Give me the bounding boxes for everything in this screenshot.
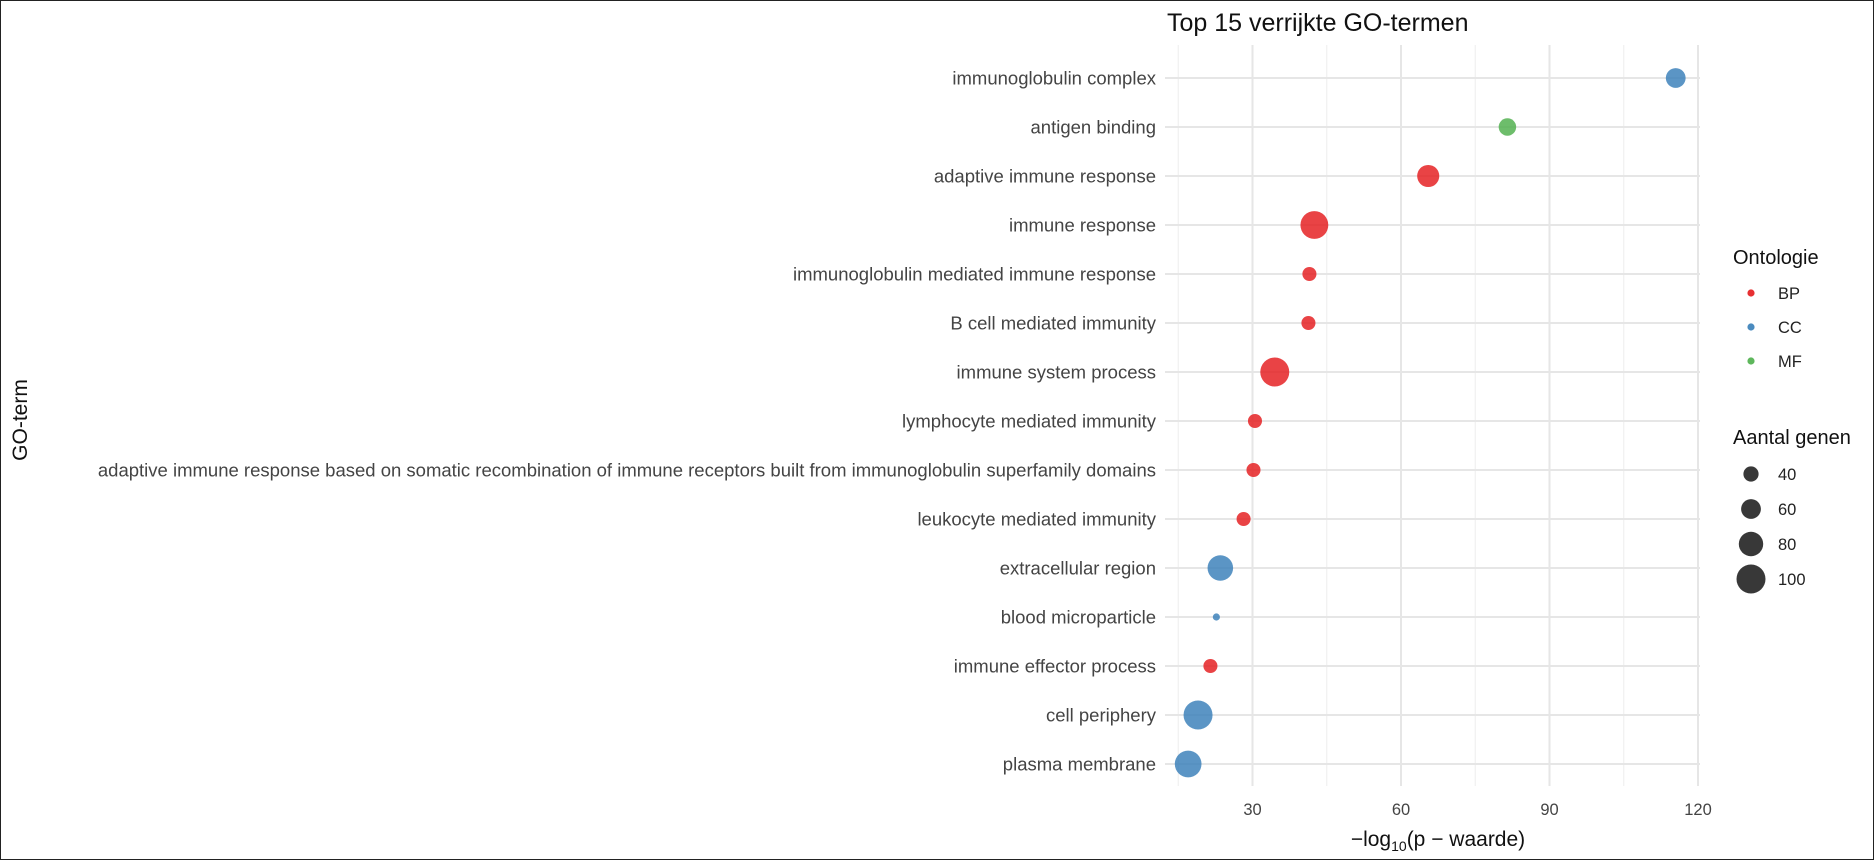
- legend-label: 80: [1778, 536, 1796, 554]
- point-cc: [1174, 750, 1202, 778]
- legend-ontology-title: Ontologie: [1733, 247, 1819, 269]
- legend-size-key: [1741, 499, 1761, 519]
- y-tick-label: adaptive immune response based on somati…: [98, 460, 1156, 481]
- x-axis-title-prefix: −log: [1351, 828, 1391, 851]
- legend-label: 100: [1778, 571, 1806, 589]
- x-tick-labels: 30 60 90 120: [1243, 801, 1711, 819]
- y-tick-label: immunoglobulin mediated immune response: [793, 264, 1156, 285]
- y-tick-labels: immunoglobulin complex antigen binding ada…: [98, 68, 1157, 775]
- x-tick-label: 30: [1243, 801, 1261, 819]
- legend-key-cc: [1747, 323, 1755, 331]
- y-tick-label: blood microparticle: [1001, 607, 1156, 628]
- y-tick-label: plasma membrane: [1003, 754, 1156, 775]
- legend-size-key: [1738, 531, 1764, 557]
- y-tick-label: B cell mediated immunity: [950, 313, 1156, 334]
- point-bp: [1417, 164, 1440, 188]
- y-axis-title: GO-term: [9, 379, 32, 461]
- x-axis-title: −log10(p − waarde): [1351, 828, 1525, 854]
- y-tick-label: cell periphery: [1046, 705, 1157, 726]
- x-tick-label: 120: [1684, 801, 1712, 819]
- point-cc: [1212, 613, 1220, 621]
- point-bp: [1260, 357, 1290, 387]
- point-bp: [1302, 266, 1317, 282]
- point-bp: [1300, 211, 1329, 239]
- legend-size-key: [1743, 466, 1759, 482]
- points-layer: [1174, 68, 1686, 778]
- legend-gene-count-title: Aantal genen: [1733, 427, 1851, 449]
- point-bp: [1301, 315, 1316, 331]
- legend-key-mf: [1747, 357, 1755, 365]
- y-tick-label: leukocyte mediated immunity: [917, 509, 1156, 530]
- chart-title: Top 15 verrijkte GO-termen: [1167, 9, 1469, 37]
- y-tick-label: immune system process: [957, 362, 1156, 383]
- y-tick-label: immune effector process: [954, 656, 1156, 677]
- point-bp: [1247, 413, 1262, 429]
- point-bp: [1236, 511, 1251, 527]
- legend-label: MF: [1778, 353, 1802, 371]
- point-mf: [1498, 118, 1517, 136]
- y-tick-label: extracellular region: [1000, 558, 1156, 579]
- legend-gene-count: Aantal genen 40 60 80 100: [1733, 427, 1851, 594]
- legend-key-bp: [1747, 289, 1755, 297]
- point-cc: [1183, 700, 1213, 730]
- legend-ontology: Ontologie BP CC MF: [1733, 247, 1819, 371]
- legend-label: 60: [1778, 501, 1796, 519]
- legend-label: BP: [1778, 285, 1800, 303]
- point-cc: [1665, 68, 1686, 88]
- y-tick-label: immunoglobulin complex: [952, 68, 1156, 89]
- x-axis-title-suffix: (p − waarde): [1407, 828, 1525, 851]
- y-tick-label: lymphocyte mediated immunity: [902, 411, 1157, 432]
- x-tick-label: 60: [1392, 801, 1410, 819]
- grid: [1165, 45, 1700, 786]
- y-tick-label: immune response: [1009, 215, 1156, 236]
- x-axis-title-subscript: 10: [1391, 838, 1407, 854]
- point-cc: [1207, 555, 1234, 581]
- y-tick-label: antigen binding: [1031, 117, 1157, 138]
- y-tick-label: adaptive immune response: [934, 166, 1156, 187]
- legend-label: 40: [1778, 466, 1796, 484]
- legend-label: CC: [1778, 319, 1802, 337]
- point-bp: [1246, 462, 1261, 478]
- legend-size-key: [1736, 564, 1766, 594]
- x-tick-label: 90: [1540, 801, 1558, 819]
- point-bp: [1203, 658, 1218, 674]
